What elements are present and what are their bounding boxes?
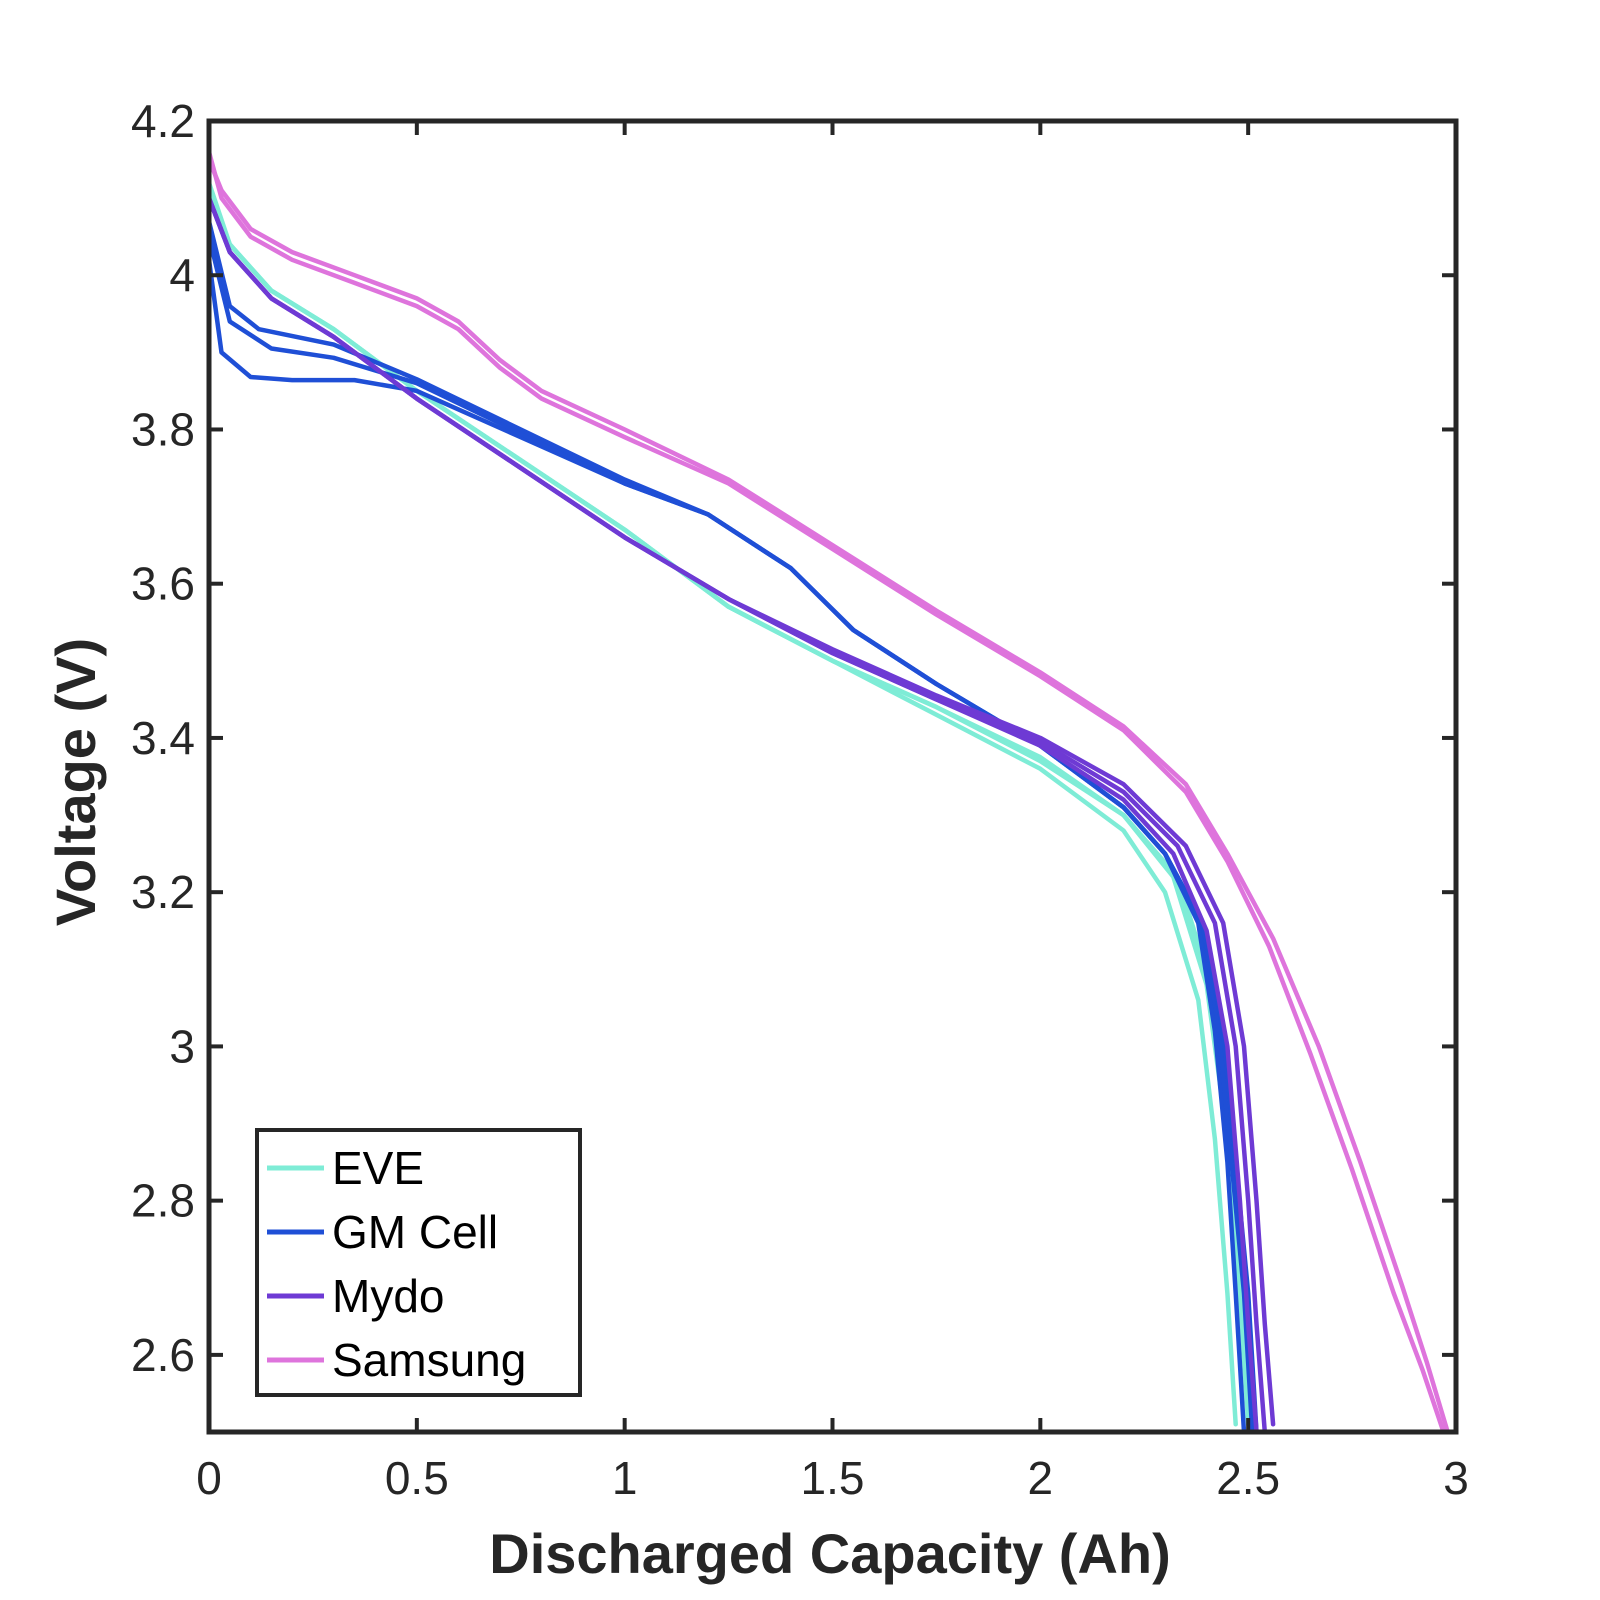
y-tick-label: 3.4 [131, 712, 195, 764]
y-tick-label: 4 [169, 249, 195, 301]
y-tick-label: 3.2 [131, 866, 195, 918]
labels-layer: Discharged Capacity (Ah) Voltage (V) [44, 638, 1171, 1585]
legend-label-mydo: Mydo [332, 1270, 444, 1322]
legend-label-eve: EVE [332, 1142, 424, 1194]
x-axis-title: Discharged Capacity (Ah) [489, 1522, 1171, 1585]
x-tick-label: 0.5 [385, 1452, 449, 1504]
y-tick-label: 3 [169, 1020, 195, 1072]
y-tick-label: 3.6 [131, 558, 195, 610]
x-tick-label: 2.5 [1216, 1452, 1280, 1504]
x-tick-label: 2 [1028, 1452, 1054, 1504]
legend-label-samsung: Samsung [332, 1334, 526, 1386]
y-tick-label: 2.8 [131, 1175, 195, 1227]
series-line-mydo-8 [206, 195, 1276, 1427]
x-tick-label: 1 [612, 1452, 638, 1504]
series-layer [206, 149, 1450, 1435]
legend-box [255, 1128, 582, 1397]
y-tick-label: 3.8 [131, 403, 195, 455]
series-line-samsung-10 [206, 157, 1450, 1435]
y-axis-title: Voltage (V) [44, 638, 107, 926]
x-tick-label: 3 [1443, 1452, 1469, 1504]
y-tick-label: 4.2 [131, 95, 195, 147]
y-tick-label: 2.6 [131, 1329, 195, 1381]
legend: EVE GM Cell Mydo Samsung [255, 1128, 582, 1397]
legend-label-gm-cell: GM Cell [332, 1206, 498, 1258]
series-line-samsung-9 [206, 149, 1446, 1435]
axes-layer: 0 0.5 1 1.5 2 2.5 3 2.6 2.8 3 3.2 3.4 3.6 3.8 4 4.2 [131, 95, 1469, 1504]
x-tick-label: 1.5 [801, 1452, 865, 1504]
x-tick-label: 0 [196, 1452, 222, 1504]
